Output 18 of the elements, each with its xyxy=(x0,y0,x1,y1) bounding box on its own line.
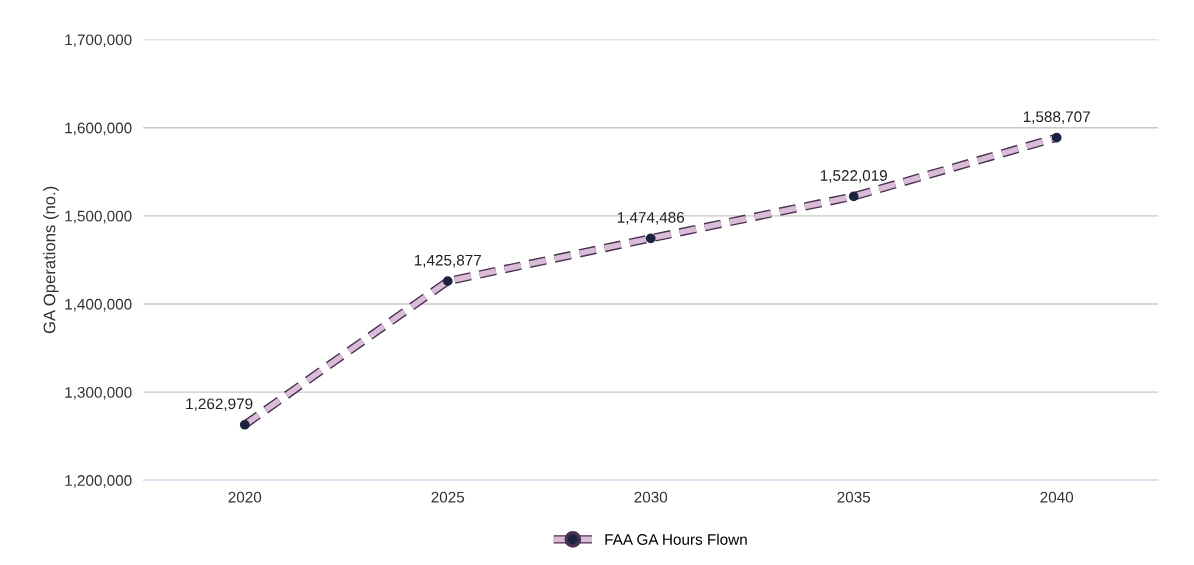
data-label: 1,588,707 xyxy=(1023,111,1090,124)
legend-label: FAA GA Hours Flown xyxy=(605,533,747,545)
y-axis-title: GA Operations (no.) xyxy=(43,186,59,334)
data-label: 1,522,019 xyxy=(820,170,887,183)
y-tick-label: 1,200,000 xyxy=(65,475,132,488)
data-label: 1,262,979 xyxy=(186,398,253,412)
x-tick-label: 2030 xyxy=(634,491,668,503)
data-label: 1,425,877 xyxy=(414,254,481,268)
data-label: 1,474,486 xyxy=(617,211,685,225)
y-tick-label: 1,400,000 xyxy=(65,298,132,312)
y-tick-label: 1,300,000 xyxy=(65,386,132,400)
x-tick-label: 2035 xyxy=(837,491,871,503)
x-tick-label: 2040 xyxy=(1040,491,1074,503)
x-tick-label: 2025 xyxy=(431,491,465,503)
y-tick-label: 1,700,000 xyxy=(65,34,132,48)
y-tick-label: 1,600,000 xyxy=(65,122,132,136)
y-tick-label: 1,500,000 xyxy=(65,210,132,224)
x-tick-label: 2020 xyxy=(228,491,262,503)
